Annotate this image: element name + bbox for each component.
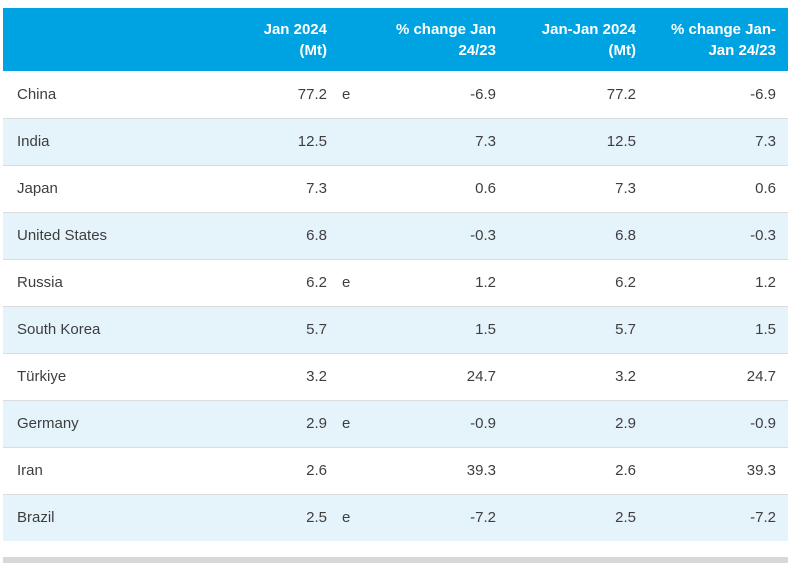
- pct-change-jan-jan-value: -7.2: [650, 493, 788, 541]
- pct-change-jan-value: 1.5: [371, 305, 510, 353]
- estimate-flag: e: [341, 71, 371, 118]
- header-row: Jan 2024 (Mt) % change Jan 24/23 Jan-Jan…: [3, 8, 788, 71]
- jan-2024-mt-value: 3.2: [253, 352, 341, 400]
- estimate-flag: [341, 117, 371, 165]
- country-name: Iran: [3, 446, 253, 494]
- estimate-flag: [341, 211, 371, 259]
- col-header-country: [3, 8, 253, 71]
- pct-change-jan-value: 0.6: [371, 164, 510, 212]
- jan-2024-mt-value: 5.7: [253, 305, 341, 353]
- jan-jan-2024-mt-value: 3.2: [510, 352, 650, 400]
- col-header-pct-change-jan-jan: % change Jan- Jan 24/23: [650, 8, 788, 71]
- table-body: China 77.2 e -6.9 77.2 -6.9 India 12.5 7…: [3, 71, 788, 541]
- crude-steel-production-table: Jan 2024 (Mt) % change Jan 24/23 Jan-Jan…: [3, 8, 788, 541]
- pct-change-jan-value: 39.3: [371, 446, 510, 494]
- col-header-pct-change-jan: % change Jan 24/23: [371, 8, 510, 71]
- pct-change-jan-jan-value: 39.3: [650, 446, 788, 494]
- col-header-estimate-flag: [341, 8, 371, 71]
- jan-jan-2024-mt-value: 2.9: [510, 399, 650, 447]
- table-row: South Korea 5.7 1.5 5.7 1.5: [3, 305, 788, 353]
- country-name: India: [3, 117, 253, 165]
- jan-2024-mt-value: 77.2: [253, 71, 341, 118]
- jan-jan-2024-mt-value: 2.6: [510, 446, 650, 494]
- col-header-jan-jan-2024-mt: Jan-Jan 2024 (Mt): [510, 8, 650, 71]
- jan-jan-2024-mt-value: 2.5: [510, 493, 650, 541]
- jan-jan-2024-mt-value: 77.2: [510, 71, 650, 118]
- table-row: Brazil 2.5 e -7.2 2.5 -7.2: [3, 493, 788, 541]
- pct-change-jan-jan-value: -6.9: [650, 71, 788, 118]
- jan-2024-mt-value: 2.5: [253, 493, 341, 541]
- estimate-flag: [341, 352, 371, 400]
- estimate-flag: [341, 164, 371, 212]
- estimate-flag: e: [341, 399, 371, 447]
- pct-change-jan-jan-value: 1.2: [650, 258, 788, 306]
- country-name: United States: [3, 211, 253, 259]
- table-header: Jan 2024 (Mt) % change Jan 24/23 Jan-Jan…: [3, 8, 788, 71]
- table-row: Japan 7.3 0.6 7.3 0.6: [3, 164, 788, 212]
- jan-jan-2024-mt-value: 5.7: [510, 305, 650, 353]
- jan-2024-mt-value: 6.8: [253, 211, 341, 259]
- col-header-jan-2024-mt: Jan 2024 (Mt): [253, 8, 341, 71]
- table-row: China 77.2 e -6.9 77.2 -6.9: [3, 71, 788, 118]
- jan-jan-2024-mt-value: 6.8: [510, 211, 650, 259]
- pct-change-jan-jan-value: 0.6: [650, 164, 788, 212]
- jan-2024-mt-value: 12.5: [253, 117, 341, 165]
- jan-2024-mt-value: 2.6: [253, 446, 341, 494]
- pct-change-jan-jan-value: 7.3: [650, 117, 788, 165]
- pct-change-jan-value: -7.2: [371, 493, 510, 541]
- pct-change-jan-jan-value: 24.7: [650, 352, 788, 400]
- table-row: India 12.5 7.3 12.5 7.3: [3, 117, 788, 165]
- country-name: Brazil: [3, 493, 253, 541]
- estimate-flag: [341, 305, 371, 353]
- jan-2024-mt-value: 2.9: [253, 399, 341, 447]
- country-name: China: [3, 71, 253, 118]
- pct-change-jan-value: 7.3: [371, 117, 510, 165]
- country-name: Germany: [3, 399, 253, 447]
- pct-change-jan-jan-value: -0.3: [650, 211, 788, 259]
- jan-jan-2024-mt-value: 12.5: [510, 117, 650, 165]
- table-row: Russia 6.2 e 1.2 6.2 1.2: [3, 258, 788, 306]
- table-row: Türkiye 3.2 24.7 3.2 24.7: [3, 352, 788, 400]
- table-row: Germany 2.9 e -0.9 2.9 -0.9: [3, 399, 788, 447]
- jan-2024-mt-value: 6.2: [253, 258, 341, 306]
- pct-change-jan-value: -0.9: [371, 399, 510, 447]
- country-name: Russia: [3, 258, 253, 306]
- country-name: Japan: [3, 164, 253, 212]
- pct-change-jan-jan-value: 1.5: [650, 305, 788, 353]
- jan-2024-mt-value: 7.3: [253, 164, 341, 212]
- country-name: Türkiye: [3, 352, 253, 400]
- estimate-flag: [341, 446, 371, 494]
- table-row: United States 6.8 -0.3 6.8 -0.3: [3, 211, 788, 259]
- estimate-flag: e: [341, 493, 371, 541]
- country-name: South Korea: [3, 305, 253, 353]
- jan-jan-2024-mt-value: 6.2: [510, 258, 650, 306]
- pct-change-jan-value: -6.9: [371, 71, 510, 118]
- table-row: Iran 2.6 39.3 2.6 39.3: [3, 446, 788, 494]
- pct-change-jan-value: 1.2: [371, 258, 510, 306]
- pct-change-jan-value: 24.7: [371, 352, 510, 400]
- pct-change-jan-jan-value: -0.9: [650, 399, 788, 447]
- bottom-gray-bar: [3, 557, 788, 563]
- estimate-flag: e: [341, 258, 371, 306]
- pct-change-jan-value: -0.3: [371, 211, 510, 259]
- jan-jan-2024-mt-value: 7.3: [510, 164, 650, 212]
